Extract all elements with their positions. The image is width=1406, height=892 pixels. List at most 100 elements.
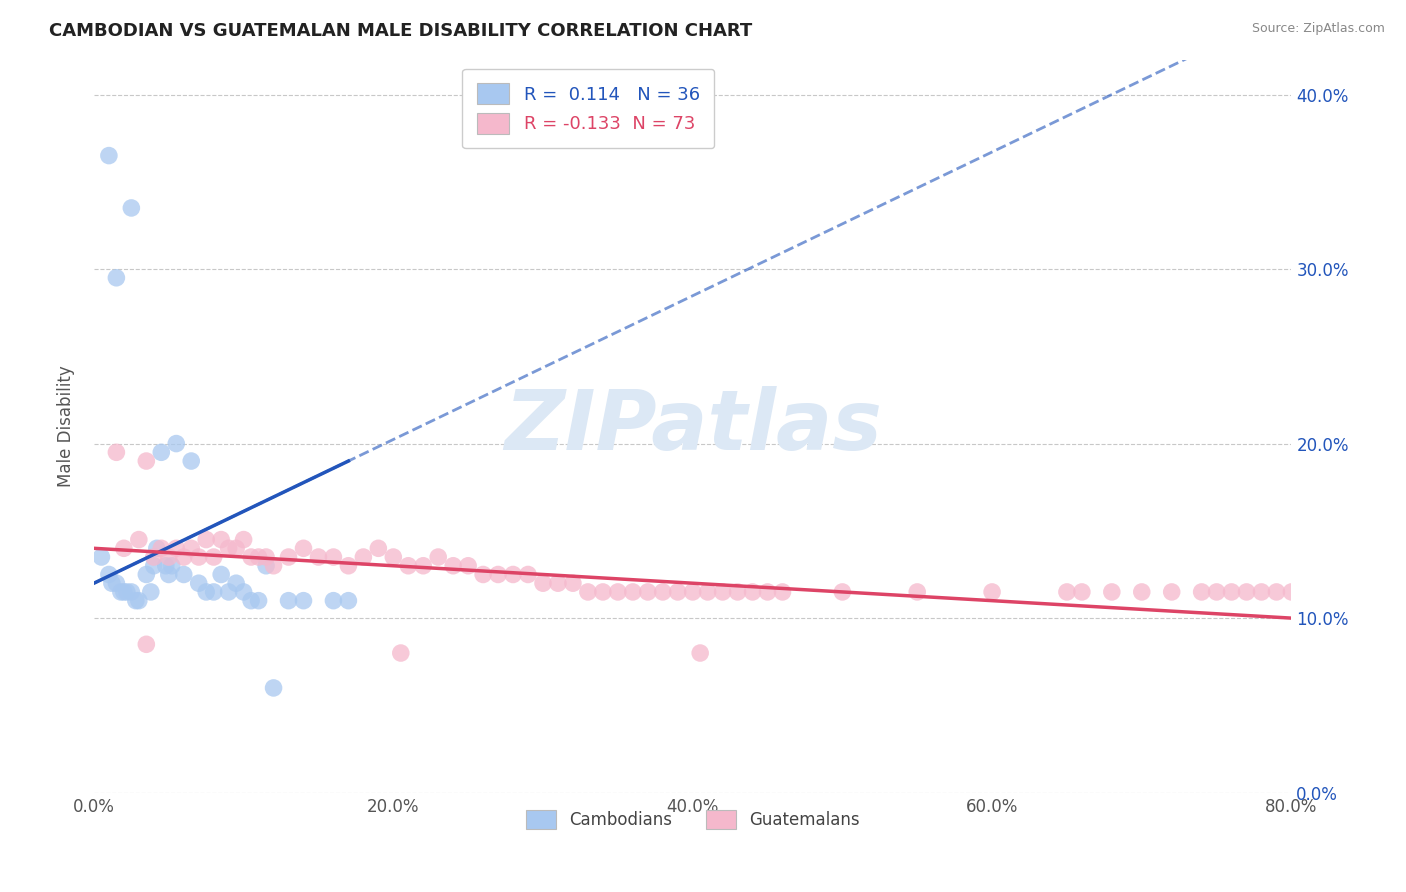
- Point: [1056, 585, 1078, 599]
- Point: [502, 567, 524, 582]
- Point: [101, 576, 124, 591]
- Point: [337, 593, 360, 607]
- Point: [1205, 585, 1227, 599]
- Point: [637, 585, 659, 599]
- Point: [1191, 585, 1213, 599]
- Point: [772, 585, 794, 599]
- Point: [1070, 585, 1092, 599]
- Point: [606, 585, 628, 599]
- Point: [711, 585, 734, 599]
- Legend: Cambodians, Guatemalans: Cambodians, Guatemalans: [519, 803, 866, 836]
- Point: [180, 541, 202, 556]
- Point: [457, 558, 479, 573]
- Point: [756, 585, 779, 599]
- Point: [1220, 585, 1243, 599]
- Point: [146, 541, 169, 556]
- Point: [150, 541, 173, 556]
- Point: [142, 558, 165, 573]
- Point: [263, 681, 285, 695]
- Point: [1250, 585, 1272, 599]
- Point: [292, 541, 315, 556]
- Point: [115, 585, 138, 599]
- Point: [120, 201, 142, 215]
- Point: [112, 585, 135, 599]
- Point: [120, 585, 142, 599]
- Point: [232, 533, 254, 547]
- Point: [90, 549, 112, 564]
- Point: [240, 549, 263, 564]
- Point: [202, 585, 225, 599]
- Point: [165, 436, 187, 450]
- Point: [105, 576, 128, 591]
- Point: [621, 585, 644, 599]
- Point: [105, 270, 128, 285]
- Point: [247, 593, 270, 607]
- Point: [441, 558, 464, 573]
- Point: [165, 541, 187, 556]
- Point: [160, 558, 183, 573]
- Point: [218, 541, 240, 556]
- Point: [209, 533, 232, 547]
- Point: [576, 585, 599, 599]
- Point: [322, 549, 344, 564]
- Point: [741, 585, 763, 599]
- Point: [139, 585, 162, 599]
- Point: [110, 585, 132, 599]
- Point: [651, 585, 673, 599]
- Point: [689, 646, 711, 660]
- Point: [105, 445, 128, 459]
- Point: [592, 585, 614, 599]
- Point: [142, 549, 165, 564]
- Point: [382, 549, 405, 564]
- Point: [254, 558, 277, 573]
- Point: [531, 576, 554, 591]
- Text: ZIPatlas: ZIPatlas: [503, 385, 882, 467]
- Point: [666, 585, 689, 599]
- Point: [367, 541, 389, 556]
- Point: [112, 541, 135, 556]
- Point: [427, 549, 450, 564]
- Point: [1101, 585, 1123, 599]
- Point: [263, 558, 285, 573]
- Point: [292, 593, 315, 607]
- Point: [1281, 585, 1303, 599]
- Point: [128, 593, 150, 607]
- Point: [517, 567, 540, 582]
- Point: [240, 593, 263, 607]
- Point: [561, 576, 583, 591]
- Point: [277, 593, 299, 607]
- Y-axis label: Male Disability: Male Disability: [58, 365, 75, 487]
- Point: [547, 576, 569, 591]
- Point: [155, 558, 177, 573]
- Point: [389, 646, 412, 660]
- Point: [180, 454, 202, 468]
- Point: [97, 567, 120, 582]
- Point: [1160, 585, 1182, 599]
- Point: [157, 549, 180, 564]
- Point: [337, 558, 360, 573]
- Point: [396, 558, 419, 573]
- Text: Source: ZipAtlas.com: Source: ZipAtlas.com: [1251, 22, 1385, 36]
- Point: [1265, 585, 1288, 599]
- Point: [1236, 585, 1258, 599]
- Point: [1130, 585, 1153, 599]
- Point: [225, 541, 247, 556]
- Text: CAMBODIAN VS GUATEMALAN MALE DISABILITY CORRELATION CHART: CAMBODIAN VS GUATEMALAN MALE DISABILITY …: [49, 22, 752, 40]
- Point: [472, 567, 495, 582]
- Point: [225, 576, 247, 591]
- Point: [125, 593, 148, 607]
- Point: [150, 445, 173, 459]
- Point: [831, 585, 853, 599]
- Point: [308, 549, 330, 564]
- Point: [696, 585, 718, 599]
- Point: [352, 549, 374, 564]
- Point: [232, 585, 254, 599]
- Point: [727, 585, 749, 599]
- Point: [218, 585, 240, 599]
- Point: [905, 585, 928, 599]
- Point: [322, 593, 344, 607]
- Point: [682, 585, 704, 599]
- Point: [209, 567, 232, 582]
- Point: [247, 549, 270, 564]
- Point: [173, 549, 195, 564]
